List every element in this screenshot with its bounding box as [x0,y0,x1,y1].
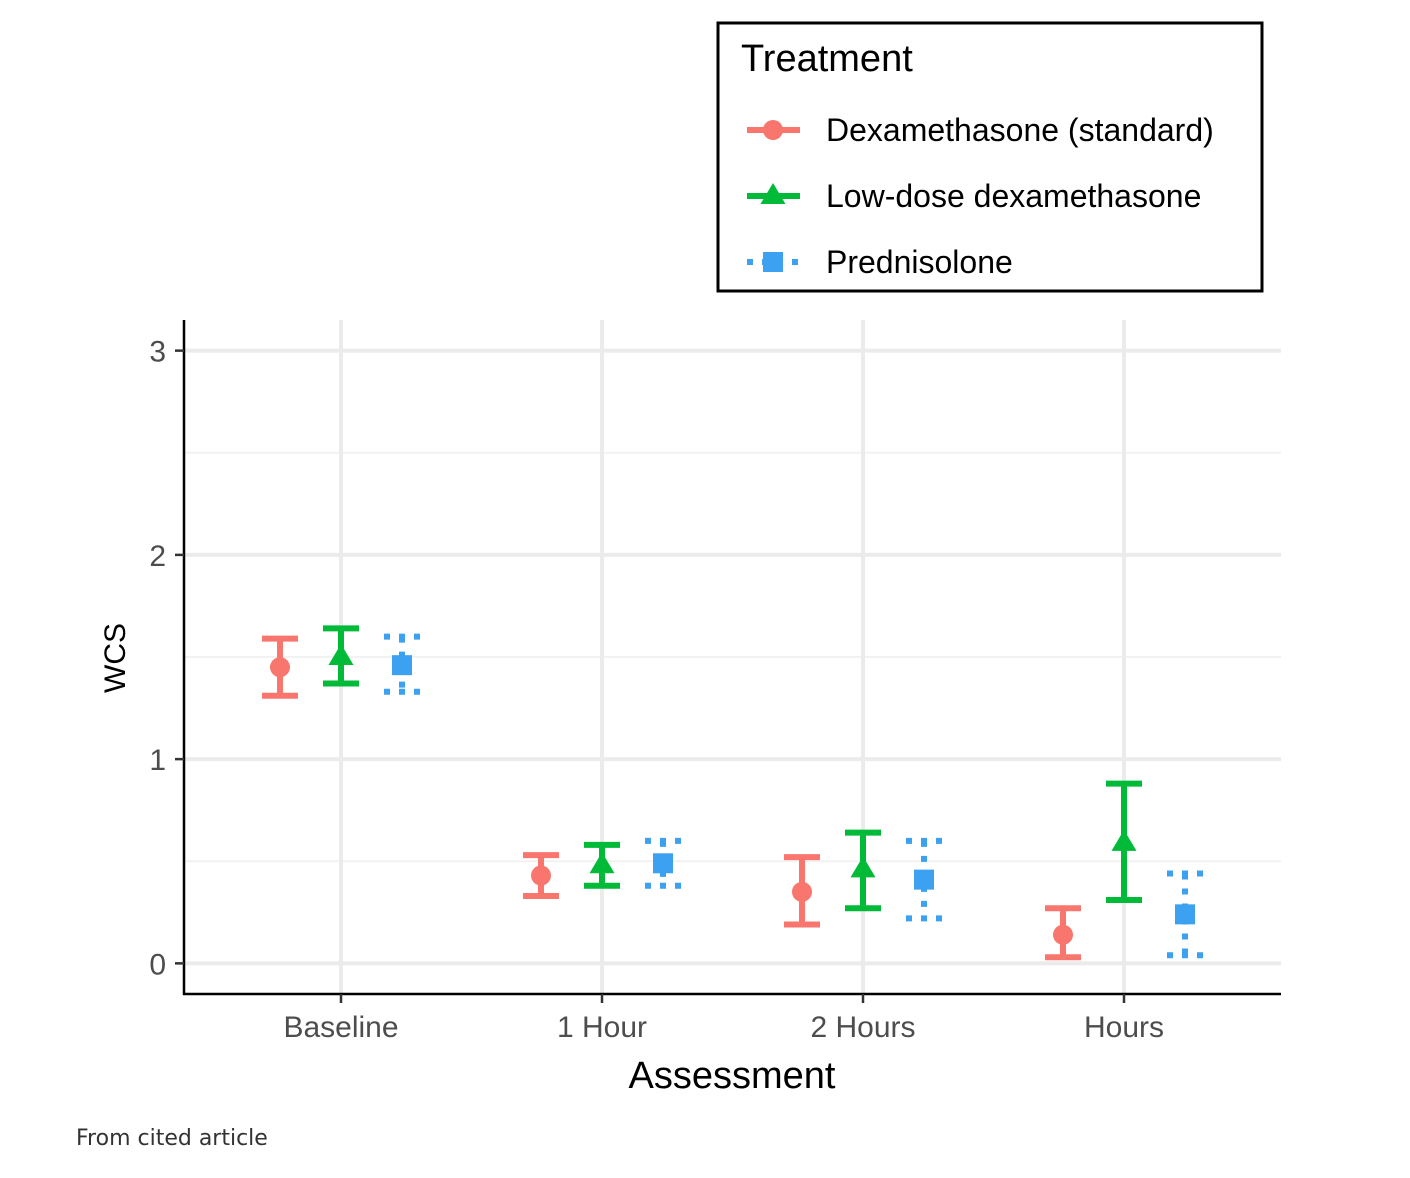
y-tick-label: 3 [149,336,166,369]
legend-label: Low-dose dexamethasone [826,178,1201,214]
x-tick-label: 2 Hours [810,1011,915,1044]
mean-point-triangle [760,182,786,204]
y-axis-label: WCS [99,623,132,693]
series-1 [262,635,1081,961]
legend: Treatment Dexamethasone (standard) Low-do… [716,21,1264,293]
legend-frame [716,21,1264,293]
x-tick-label: 1 Hour [557,1011,647,1044]
x-tick-label: Baseline [283,1011,398,1044]
legend-title: Treatment [741,38,913,80]
mean-point-square [763,252,783,272]
mean-point-circle [792,881,812,902]
axes: 0 1 2 3 Baseline 1 Hour 2 Hours Hours [149,320,1281,1044]
mean-point-triangle [589,852,615,874]
mean-point-square [1175,904,1195,925]
y-tick-label: 1 [149,744,166,777]
marks [262,625,1203,961]
legend-label: Prednisolone [826,244,1013,280]
x-axis-label: Assessment [629,1055,836,1097]
mean-point-triangle [328,643,354,665]
mean-point-circle [531,865,551,886]
mean-point-triangle [850,856,876,878]
mean-point-square [392,655,412,676]
mean-point-circle [763,120,783,140]
y-tick-label: 0 [149,948,166,981]
mean-point-square [914,869,934,890]
legend-label: Dexamethasone (standard) [826,112,1214,148]
mean-point-square [653,853,673,874]
caption: From cited article [76,1126,268,1151]
series-2 [323,625,1142,912]
series-3 [384,633,1203,959]
legend-items: Dexamethasone (standard) Low-dose dexamet… [747,112,1214,280]
mean-point-circle [270,657,290,678]
x-tick-label: Hours [1084,1011,1164,1044]
mean-point-circle [1053,924,1073,945]
y-tick-label: 2 [149,540,166,573]
mean-point-triangle [1111,829,1137,851]
